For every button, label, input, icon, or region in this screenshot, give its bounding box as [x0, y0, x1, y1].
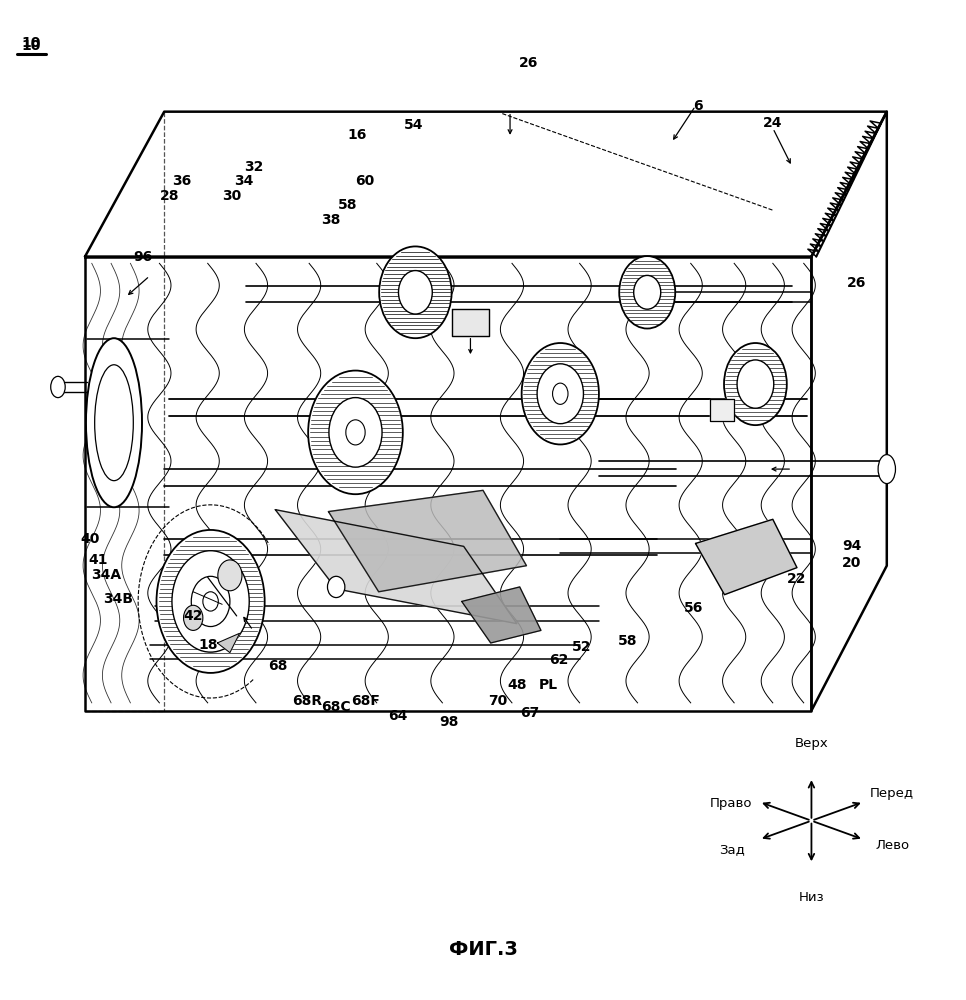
Polygon shape: [696, 519, 797, 595]
Text: 96: 96: [133, 250, 153, 264]
Ellipse shape: [156, 530, 265, 673]
Text: 64: 64: [388, 709, 408, 723]
Ellipse shape: [619, 256, 675, 329]
Text: 98: 98: [440, 715, 459, 729]
Text: 68R: 68R: [292, 694, 323, 708]
Text: 56: 56: [684, 601, 703, 615]
Text: 94: 94: [842, 539, 862, 553]
Ellipse shape: [327, 576, 345, 598]
Text: 60: 60: [355, 174, 375, 188]
Text: 68C: 68C: [322, 700, 351, 714]
Ellipse shape: [95, 365, 133, 481]
Text: 36: 36: [172, 174, 191, 188]
Text: 34B: 34B: [102, 592, 133, 606]
Ellipse shape: [737, 360, 774, 408]
Text: 58: 58: [338, 198, 357, 212]
Polygon shape: [217, 633, 240, 653]
Polygon shape: [452, 309, 489, 336]
Text: ФИГ.3: ФИГ.3: [448, 940, 518, 959]
Polygon shape: [275, 510, 517, 624]
Ellipse shape: [308, 371, 403, 494]
Ellipse shape: [522, 343, 599, 444]
Text: 22: 22: [787, 572, 807, 586]
Text: 26: 26: [847, 276, 867, 290]
Ellipse shape: [724, 343, 787, 425]
Text: 68: 68: [269, 659, 288, 673]
Ellipse shape: [86, 338, 142, 507]
Text: Зад: Зад: [720, 844, 745, 857]
Text: 38: 38: [321, 213, 340, 227]
Ellipse shape: [184, 605, 203, 630]
Text: 40: 40: [80, 532, 99, 546]
Text: 67: 67: [520, 706, 539, 720]
Text: 10: 10: [21, 39, 41, 53]
Polygon shape: [710, 399, 734, 421]
Text: 20: 20: [842, 556, 862, 570]
Ellipse shape: [51, 376, 66, 398]
Ellipse shape: [217, 560, 242, 591]
Text: 32: 32: [244, 160, 264, 174]
Text: Лево: Лево: [875, 839, 909, 852]
Text: 30: 30: [222, 189, 242, 203]
Ellipse shape: [191, 576, 230, 627]
Ellipse shape: [634, 275, 661, 309]
Text: 26: 26: [519, 56, 538, 70]
Text: 24: 24: [763, 116, 782, 130]
Ellipse shape: [379, 246, 452, 338]
Ellipse shape: [328, 398, 383, 467]
Text: 42: 42: [184, 609, 203, 623]
Text: 54: 54: [404, 118, 423, 132]
Ellipse shape: [537, 364, 583, 424]
Ellipse shape: [878, 455, 895, 484]
Text: Верх: Верх: [795, 737, 828, 750]
Polygon shape: [328, 490, 526, 592]
Text: 68F: 68F: [351, 694, 380, 708]
Text: Перед: Перед: [870, 787, 915, 800]
Ellipse shape: [553, 383, 568, 404]
Text: 34: 34: [234, 174, 253, 188]
Ellipse shape: [346, 420, 365, 445]
Text: PL: PL: [539, 678, 558, 692]
Text: 41: 41: [89, 553, 108, 567]
Polygon shape: [462, 587, 541, 643]
Text: 62: 62: [549, 653, 568, 667]
Text: 10: 10: [21, 36, 41, 50]
Text: 70: 70: [488, 694, 507, 708]
Text: 16: 16: [348, 128, 367, 142]
Ellipse shape: [399, 271, 433, 314]
Text: 52: 52: [572, 640, 591, 654]
Text: 34A: 34A: [91, 568, 122, 582]
Text: Право: Право: [709, 797, 752, 810]
Text: 18: 18: [198, 638, 217, 652]
Ellipse shape: [203, 592, 218, 611]
Text: Низ: Низ: [799, 891, 824, 904]
Text: 28: 28: [160, 189, 180, 203]
Text: 6: 6: [693, 99, 702, 113]
Text: 48: 48: [507, 678, 526, 692]
Text: 58: 58: [618, 634, 638, 648]
Ellipse shape: [172, 551, 249, 652]
